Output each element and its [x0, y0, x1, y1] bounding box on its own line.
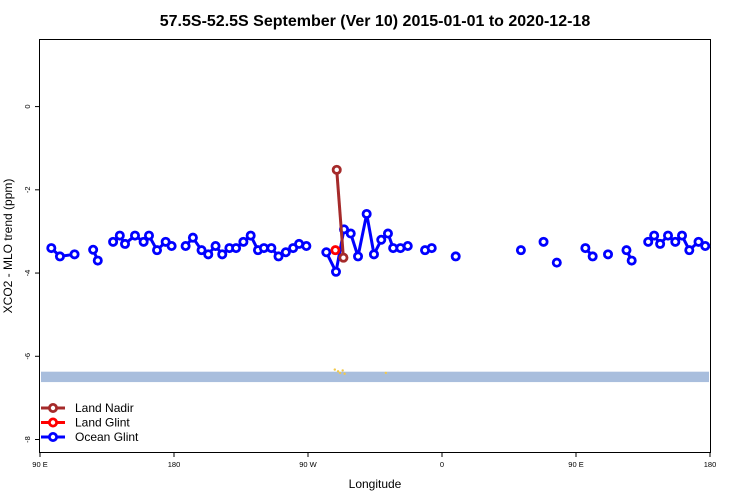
- ocean-glint-point: [345, 228, 356, 239]
- y-tick-label: -6: [23, 353, 32, 360]
- ocean-glint-point: [587, 251, 598, 262]
- land-scatter-point: [336, 370, 340, 373]
- ocean-glint-point: [538, 236, 549, 247]
- series-land-glint: [330, 245, 341, 256]
- x-axis-label: Longitude: [349, 477, 402, 491]
- y-tick-label: -4: [23, 270, 32, 277]
- ocean-glint-point: [238, 236, 249, 247]
- ocean-glint-point: [515, 245, 526, 256]
- ocean-glint-point: [46, 243, 57, 254]
- x-tick-label: 90 E: [32, 460, 47, 469]
- ocean-glint-point: [626, 255, 637, 266]
- ocean-glint-point: [108, 236, 119, 247]
- series-layer: [46, 164, 711, 277]
- land-glint-point: [330, 245, 341, 256]
- y-axis-label: XCO2 - MLO trend (ppm): [1, 179, 15, 314]
- ocean-glint-point: [120, 238, 131, 249]
- ocean-glint-point: [361, 208, 372, 219]
- ocean-glint-point: [88, 244, 99, 255]
- ocean-glint-point: [321, 247, 332, 258]
- ocean-glint-point: [551, 257, 562, 268]
- legend-label-land-nadir: Land Nadir: [75, 401, 134, 415]
- ocean-glint-point: [203, 249, 214, 260]
- ocean-glint-point: [301, 240, 312, 251]
- ocean-glint-point: [143, 230, 154, 241]
- ocean-glint-point: [69, 249, 80, 260]
- land-band-layer: [41, 371, 709, 383]
- ocean-glint-point: [273, 251, 284, 262]
- ocean-glint-point: [266, 243, 277, 254]
- ocean-glint-point: [663, 230, 674, 241]
- ocean-glint-point: [187, 232, 198, 243]
- ocean-glint-point: [210, 240, 221, 251]
- land-band: [41, 371, 709, 383]
- chart-title: 57.5S-52.5S September (Ver 10) 2015-01-0…: [160, 13, 591, 30]
- ocean-glint-point: [450, 251, 461, 262]
- ocean-glint-point: [166, 240, 177, 251]
- ocean-glint-point: [693, 236, 704, 247]
- legend-marker-land-glint: [48, 417, 59, 428]
- ocean-glint-point: [649, 230, 660, 241]
- x-tick-label: 180: [704, 460, 717, 469]
- land-scatter-point: [338, 371, 342, 375]
- legend-label-land-glint: Land Glint: [75, 416, 130, 430]
- ocean-glint-point: [231, 243, 242, 254]
- ocean-glint-point: [217, 249, 228, 260]
- ocean-glint-point: [280, 247, 291, 258]
- plot-frame: [39, 39, 711, 453]
- y-axis: 0 -2 -4 -6 -8: [23, 104, 40, 443]
- legend-marker-land-nadir: [48, 402, 59, 413]
- land-nadir-line: [335, 169, 345, 258]
- ocean-glint-point: [382, 228, 393, 239]
- series-ocean-glint: [46, 208, 711, 277]
- x-tick-label: 90 E: [568, 460, 583, 469]
- ocean-glint-point: [368, 249, 379, 260]
- land-nadir-point: [338, 252, 349, 263]
- land-nadir-point: [331, 164, 342, 175]
- ocean-glint-point: [643, 236, 654, 247]
- ocean-glint-point: [621, 245, 632, 256]
- legend-label-ocean-glint: Ocean Glint: [75, 430, 139, 444]
- ocean-glint-point: [138, 236, 149, 247]
- series-land-nadir: [331, 164, 349, 263]
- ocean-glint-point: [196, 245, 207, 256]
- ocean-glint-point: [353, 251, 364, 262]
- ocean-glint-point: [152, 245, 163, 256]
- ocean-glint-point: [245, 230, 256, 241]
- ocean-glint-point: [603, 249, 614, 260]
- ocean-glint-point: [376, 234, 387, 245]
- ocean-glint-point: [655, 238, 666, 249]
- ocean-glint-point: [580, 243, 591, 254]
- ocean-glint-point: [677, 230, 688, 241]
- x-tick-label: 180: [168, 460, 181, 469]
- ocean-glint-point: [114, 230, 125, 241]
- land-scatter-point: [333, 368, 336, 371]
- land-scatter-point: [341, 369, 344, 372]
- y-tick-label: 0: [23, 104, 32, 108]
- y-tick-label: -8: [23, 436, 32, 443]
- x-axis: 90 E 180 90 W 0 90 E 180: [32, 452, 716, 469]
- ocean-glint-point: [402, 240, 413, 251]
- ocean-glint-point: [700, 240, 711, 251]
- scatter-layer: [333, 368, 388, 375]
- x-tick-label: 90 W: [299, 460, 317, 469]
- ocean-glint-line: [324, 212, 409, 274]
- y-tick-label: -2: [23, 186, 32, 193]
- ocean-glint-point: [129, 230, 140, 241]
- ocean-glint-point: [426, 243, 437, 254]
- legend-marker-ocean-glint: [48, 431, 59, 442]
- ocean-glint-point: [684, 245, 695, 256]
- x-tick-label: 0: [440, 460, 444, 469]
- land-scatter-point: [343, 372, 346, 375]
- land-scatter-point: [384, 371, 388, 375]
- ocean-glint-point: [670, 236, 681, 247]
- ocean-glint-point: [180, 240, 191, 251]
- ocean-glint-point: [92, 255, 103, 266]
- ocean-glint-point: [330, 266, 341, 277]
- ocean-glint-point: [54, 251, 65, 262]
